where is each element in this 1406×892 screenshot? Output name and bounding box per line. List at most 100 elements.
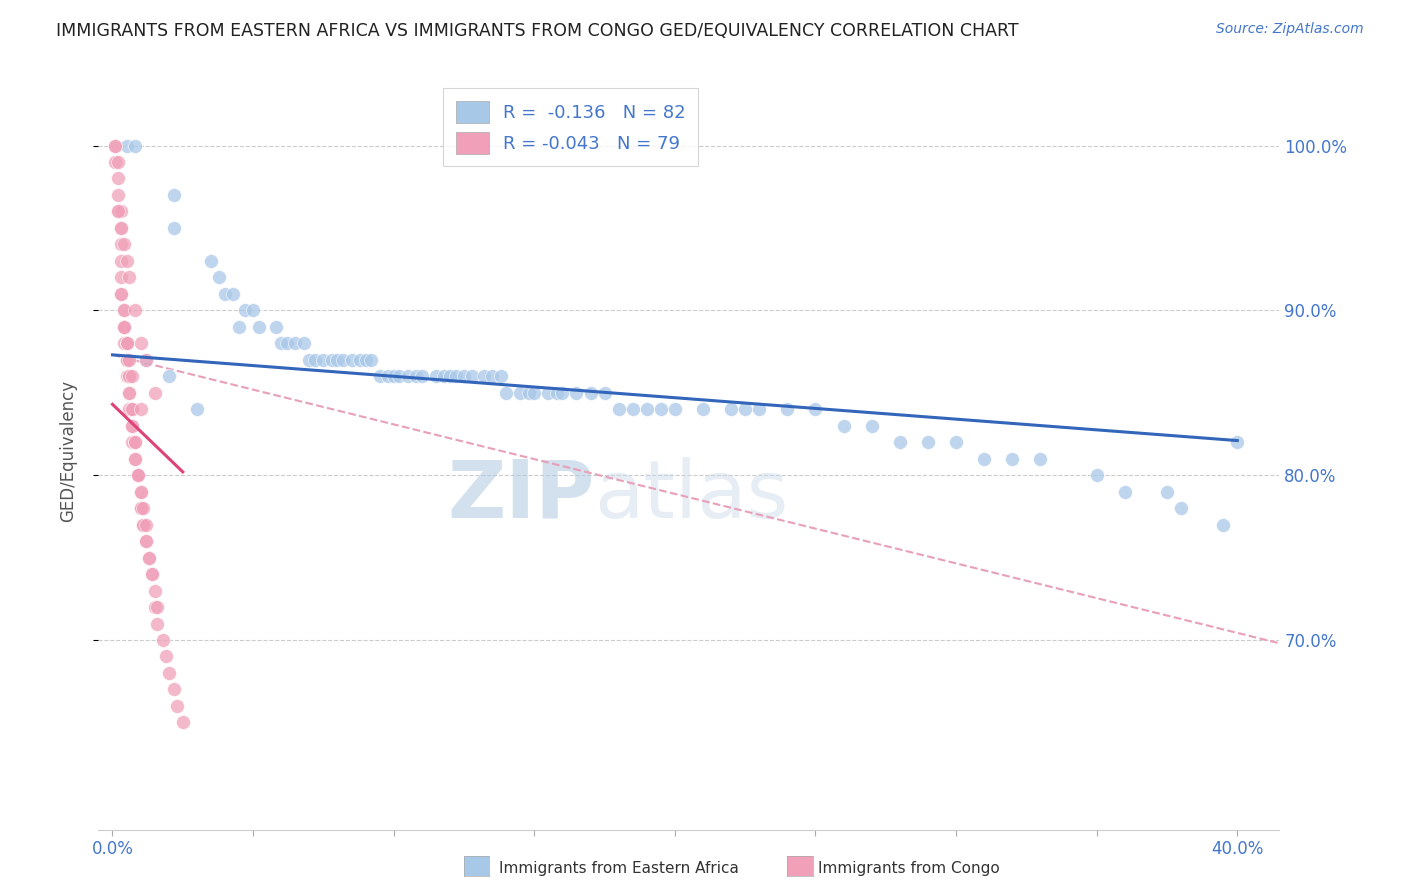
- Point: [832, 418, 855, 433]
- Point: [138, 550, 160, 565]
- Point: [129, 336, 152, 351]
- Point: [433, 369, 456, 384]
- Point: [135, 534, 157, 549]
- Point: [312, 352, 335, 367]
- Point: [565, 385, 588, 400]
- Point: [124, 303, 146, 318]
- Point: [135, 352, 157, 367]
- Point: [115, 352, 138, 367]
- Point: [354, 352, 377, 367]
- Point: [121, 418, 143, 433]
- Point: [489, 369, 512, 384]
- Point: [152, 633, 174, 648]
- Point: [593, 385, 616, 400]
- Point: [129, 484, 152, 499]
- Point: [425, 369, 447, 384]
- Point: [112, 303, 135, 318]
- Point: [129, 484, 152, 499]
- Point: [127, 468, 149, 483]
- Point: [377, 369, 399, 384]
- Point: [276, 336, 298, 351]
- Point: [326, 352, 349, 367]
- Point: [509, 385, 531, 400]
- Point: [112, 237, 135, 252]
- Point: [115, 336, 138, 351]
- Point: [776, 402, 799, 417]
- Point: [579, 385, 602, 400]
- Text: Source: ZipAtlas.com: Source: ZipAtlas.com: [1216, 22, 1364, 37]
- Point: [1170, 501, 1192, 516]
- Point: [607, 402, 630, 417]
- Point: [118, 369, 141, 384]
- Point: [118, 385, 141, 400]
- Point: [146, 600, 169, 615]
- Point: [121, 402, 143, 417]
- Text: ZIP: ZIP: [447, 457, 595, 535]
- Point: [1226, 435, 1249, 450]
- Point: [115, 336, 138, 351]
- Point: [143, 385, 166, 400]
- Point: [523, 385, 546, 400]
- Point: [804, 402, 827, 417]
- Point: [107, 204, 129, 219]
- Point: [172, 715, 194, 730]
- Point: [121, 369, 143, 384]
- Point: [1212, 517, 1234, 532]
- Point: [461, 369, 484, 384]
- Point: [129, 501, 152, 516]
- Point: [115, 253, 138, 268]
- Point: [121, 402, 143, 417]
- Point: [1001, 451, 1024, 466]
- Point: [121, 435, 143, 450]
- Point: [110, 204, 132, 219]
- Point: [284, 336, 307, 351]
- Point: [124, 451, 146, 466]
- Point: [734, 402, 756, 417]
- Point: [104, 138, 127, 153]
- Point: [146, 616, 169, 631]
- Point: [621, 402, 644, 417]
- Point: [332, 352, 354, 367]
- Point: [439, 369, 461, 384]
- Point: [115, 336, 138, 351]
- Point: [157, 369, 180, 384]
- Point: [104, 138, 127, 153]
- Point: [163, 682, 186, 697]
- Point: [110, 270, 132, 285]
- Point: [107, 171, 129, 186]
- Point: [115, 336, 138, 351]
- Point: [110, 221, 132, 235]
- Point: [411, 369, 433, 384]
- Point: [107, 155, 129, 169]
- Y-axis label: GED/Equivalency: GED/Equivalency: [59, 379, 77, 522]
- Point: [208, 270, 231, 285]
- Point: [222, 286, 245, 301]
- Point: [650, 402, 672, 417]
- Point: [517, 385, 540, 400]
- Point: [143, 600, 166, 615]
- Point: [242, 303, 264, 318]
- Point: [405, 369, 427, 384]
- Point: [132, 517, 155, 532]
- Point: [270, 336, 292, 351]
- Point: [917, 435, 939, 450]
- Point: [118, 369, 141, 384]
- Point: [129, 501, 152, 516]
- Point: [889, 435, 911, 450]
- Point: [495, 385, 517, 400]
- Point: [298, 352, 321, 367]
- Point: [118, 352, 141, 367]
- Point: [1156, 484, 1178, 499]
- Point: [112, 319, 135, 334]
- Point: [124, 451, 146, 466]
- Point: [396, 369, 419, 384]
- Point: [166, 698, 188, 713]
- Point: [664, 402, 686, 417]
- Text: atlas: atlas: [595, 457, 789, 535]
- Point: [1029, 451, 1052, 466]
- Point: [228, 319, 250, 334]
- Point: [107, 204, 129, 219]
- Point: [692, 402, 714, 417]
- Text: IMMIGRANTS FROM EASTERN AFRICA VS IMMIGRANTS FROM CONGO GED/EQUIVALENCY CORRELAT: IMMIGRANTS FROM EASTERN AFRICA VS IMMIGR…: [56, 22, 1019, 40]
- Point: [121, 418, 143, 433]
